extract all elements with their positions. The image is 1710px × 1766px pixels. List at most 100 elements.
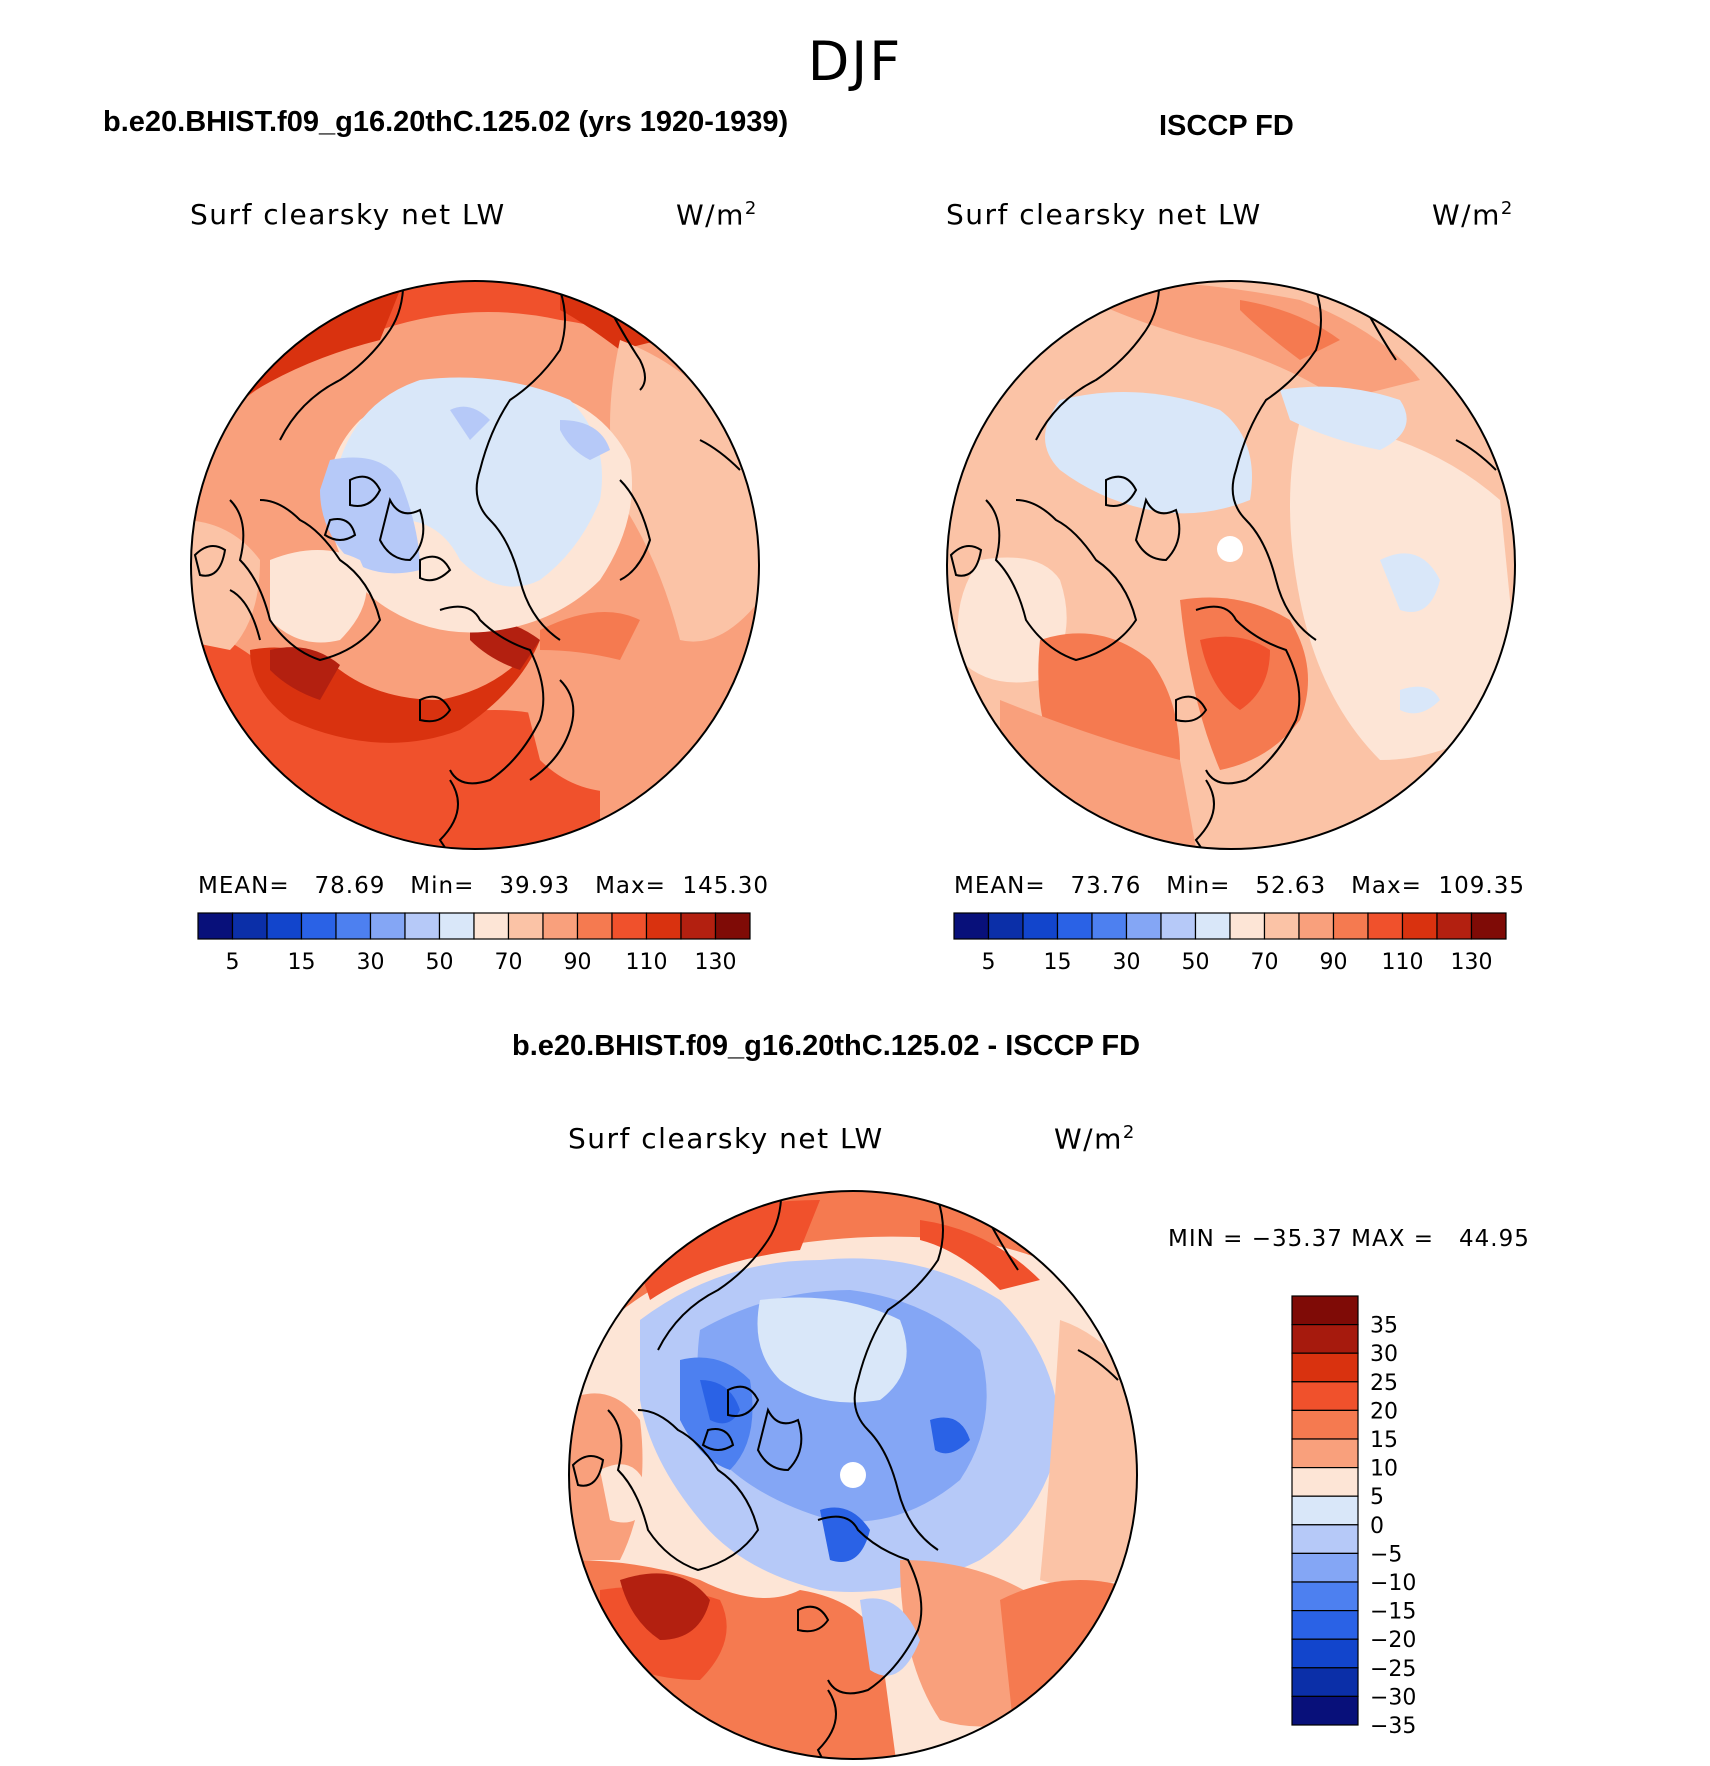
colorbar-panel2-swatch-13	[1401, 912, 1438, 940]
colorbar-panel3-swatch-13	[1291, 1667, 1359, 1698]
panel1-stats: MEAN= 78.69 Min= 39.93 Max= 145.30	[198, 873, 770, 899]
panel3-variable: Surf clearsky net LW	[568, 1122, 884, 1155]
colorbar-panel3-tick-label: −35	[1370, 1714, 1416, 1739]
colorbar-panel2-swatch-7	[1194, 912, 1231, 940]
colorbar-panel3-swatch-1	[1291, 1323, 1359, 1354]
colorbar-panel1-tick-label: 30	[357, 950, 385, 975]
colorbar-panel3-swatch-5	[1291, 1438, 1359, 1469]
colorbar-panel2-tick-label: 70	[1251, 950, 1279, 975]
colorbar-panel3-tick-label: −5	[1370, 1542, 1402, 1567]
colorbar-panel2-swatch-4	[1091, 912, 1128, 940]
colorbar-panel3-swatch-11	[1291, 1609, 1359, 1640]
colorbar-panel2-tick-label: 110	[1382, 950, 1424, 975]
colorbar-panel2-swatch-1	[987, 912, 1024, 940]
panel2-variable: Surf clearsky net LW	[946, 198, 1262, 231]
panel3-units: W/m2	[1054, 1122, 1136, 1156]
colorbar-panel3-swatch-9	[1291, 1552, 1359, 1583]
map-panel3-border	[568, 1190, 1138, 1760]
colorbar-panel1: 5 15 30 50 70 90 110 130	[197, 912, 751, 975]
colorbar-panel1-swatch-1	[231, 912, 268, 940]
colorbar-panel3-swatch-14	[1291, 1695, 1359, 1726]
colorbar-panel3-tick-label: 30	[1370, 1342, 1398, 1367]
colorbar-panel3-swatch-3	[1291, 1381, 1359, 1412]
colorbar-panel3-tick-label: −25	[1370, 1657, 1416, 1682]
figure-title: DJF	[807, 30, 903, 93]
colorbar-panel2-swatch-2	[1022, 912, 1059, 940]
colorbar-panel1-swatch-4	[335, 912, 372, 940]
colorbar-panel1-swatch-0	[197, 912, 234, 940]
colorbar-panel1-swatch-15	[714, 912, 751, 940]
colorbar-panel2-tick-label: 130	[1451, 950, 1493, 975]
map-panel2-border	[946, 280, 1516, 850]
colorbar-panel1-swatch-8	[473, 912, 510, 940]
colorbar-panel3-tick-label: 5	[1370, 1485, 1384, 1510]
colorbar-panel1-tick-label: 50	[426, 950, 454, 975]
colorbar-panel3-tick-label: 0	[1370, 1514, 1384, 1539]
panel2-title: ISCCP FD	[1159, 110, 1294, 142]
colorbar-panel1-tick-label: 15	[288, 950, 316, 975]
colorbar-panel1-tick-label: 70	[495, 950, 523, 975]
colorbar-panel3-swatch-8	[1291, 1524, 1359, 1555]
map-panel3	[569, 1191, 1137, 1759]
colorbar-panel2-tick-label: 30	[1113, 950, 1141, 975]
colorbar-panel1-swatch-11	[576, 912, 613, 940]
colorbar-panel3-swatch-6	[1291, 1466, 1359, 1497]
colorbar-panel3-tick-label: −30	[1370, 1685, 1416, 1710]
colorbar-panel2-swatch-11	[1332, 912, 1369, 940]
panel2-stats: MEAN= 73.76 Min= 52.63 Max= 109.35	[954, 873, 1526, 899]
panel1-title: b.e20.BHIST.f09_g16.20thC.125.02 (yrs 19…	[103, 106, 789, 138]
panel3-stats: MIN = −35.37 MAX = 44.95	[1168, 1226, 1530, 1252]
colorbar-panel3: 35 30 25 20 15 10 5 0 −5 −10 −15 −20 −25 −30 −35	[1291, 1295, 1416, 1739]
colorbar-panel3-swatch-0	[1291, 1295, 1359, 1326]
colorbar-panel1-swatch-7	[438, 912, 475, 940]
colorbar-panel2: 5 15 30 50 70 90 110 130	[953, 912, 1507, 975]
colorbar-panel2-tick-label: 15	[1044, 950, 1072, 975]
colorbar-panel3-swatch-2	[1291, 1352, 1359, 1383]
panel1-variable: Surf clearsky net LW	[190, 198, 506, 231]
colorbar-panel2-swatch-15	[1470, 912, 1507, 940]
panel3-title: b.e20.BHIST.f09_g16.20thC.125.02 - ISCCP…	[512, 1030, 1141, 1062]
colorbar-panel1-tick-label: 5	[226, 950, 240, 975]
colorbar-panel1-swatch-5	[369, 912, 406, 940]
colorbar-panel2-swatch-0	[953, 912, 990, 940]
colorbar-panel1-swatch-12	[611, 912, 648, 940]
colorbar-panel2-tick-label: 5	[982, 950, 996, 975]
panel2-units: W/m2	[1432, 198, 1514, 232]
colorbar-panel3-swatch-12	[1291, 1638, 1359, 1669]
colorbar-panel2-swatch-5	[1125, 912, 1162, 940]
colorbar-panel1-swatch-9	[507, 912, 544, 940]
colorbar-panel1-swatch-3	[300, 912, 337, 940]
colorbar-panel2-tick-label: 90	[1320, 950, 1348, 975]
colorbar-panel2-swatch-9	[1263, 912, 1300, 940]
colorbar-panel3-tick-label: −10	[1370, 1571, 1416, 1596]
colorbar-panel2-swatch-14	[1436, 912, 1473, 940]
colorbar-panel2-swatch-10	[1298, 912, 1335, 940]
colorbar-panel3-tick-label: −20	[1370, 1628, 1416, 1653]
colorbar-panel1-swatch-13	[645, 912, 682, 940]
colorbar-panel3-tick-label: −15	[1370, 1600, 1416, 1625]
colorbar-panel2-swatch-12	[1367, 912, 1404, 940]
colorbar-panel3-swatch-10	[1291, 1581, 1359, 1612]
colorbar-panel1-swatch-10	[542, 912, 579, 940]
colorbar-panel3-tick-label: 15	[1370, 1428, 1398, 1453]
colorbar-panel3-tick-label: 25	[1370, 1371, 1398, 1396]
colorbar-panel3-tick-label: 35	[1370, 1314, 1398, 1339]
colorbar-panel1-tick-label: 90	[564, 950, 592, 975]
colorbar-panel3-tick-label: 10	[1370, 1457, 1398, 1482]
colorbar-panel1-swatch-6	[404, 912, 441, 940]
colorbar-panel1-tick-label: 130	[695, 950, 737, 975]
colorbar-panel1-swatch-14	[680, 912, 717, 940]
map-panel1	[191, 281, 759, 849]
colorbar-panel1-swatch-2	[266, 912, 303, 940]
colorbar-panel2-swatch-3	[1056, 912, 1093, 940]
colorbar-panel3-swatch-4	[1291, 1409, 1359, 1440]
panel1-units: W/m2	[676, 198, 758, 232]
colorbar-panel1-tick-label: 110	[626, 950, 668, 975]
colorbar-panel2-swatch-8	[1229, 912, 1266, 940]
colorbar-panel2-tick-label: 50	[1182, 950, 1210, 975]
colorbar-panel3-tick-label: 20	[1370, 1399, 1398, 1424]
map-panel1-border	[190, 280, 760, 850]
map-panel2	[947, 281, 1515, 849]
colorbar-panel2-swatch-6	[1160, 912, 1197, 940]
